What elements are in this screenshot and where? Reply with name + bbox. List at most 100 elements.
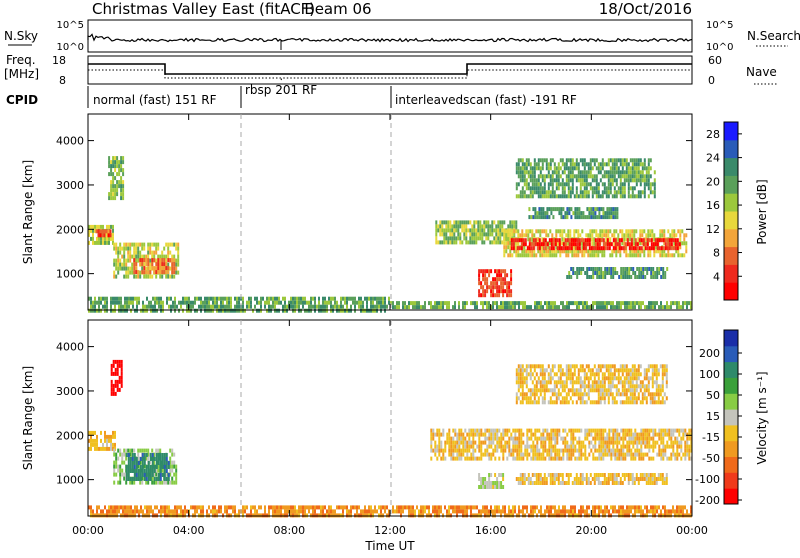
nsearch-label: N.Search <box>747 29 800 43</box>
nsky-label: N.Sky <box>4 29 38 43</box>
power-colorbar-swatch-0 <box>724 282 738 300</box>
velocity-heatmap <box>88 360 692 518</box>
freq-tick-bottom: 8 <box>59 74 66 87</box>
nave-trace <box>88 70 692 80</box>
nave-tick-bottom: 0 <box>708 74 715 87</box>
velocity-colorbar-swatch-6 <box>724 393 738 409</box>
freq-tick-top: 18 <box>52 54 66 67</box>
x-tick-3: 12:00 <box>374 524 406 537</box>
velocity-colorbar-swatch-5 <box>724 409 738 425</box>
velocity-colorbar-tick-5: -50 <box>702 452 720 465</box>
velocity-colorbar-swatch-2 <box>724 457 738 473</box>
velocity-colorbar-tick-6: -100 <box>695 473 720 486</box>
velocity-colorbar-tick-2: 50 <box>706 389 720 402</box>
x-tick-1: 04:00 <box>173 524 205 537</box>
nave-tick-top: 60 <box>708 54 722 67</box>
heatmap-region-6 <box>430 429 692 461</box>
velocity-colorbar-tick-0: 200 <box>699 347 720 360</box>
velocity-y-tick-2000: 2000 <box>56 429 84 442</box>
cpid-row: CPID normal (fast) 151 RF rbsp 201 RF in… <box>6 83 577 108</box>
nsky-panel: N.Sky 10^5 10^0 10^5 10^0 N.Search <box>4 20 800 53</box>
heatmap-region-14 <box>566 267 668 279</box>
power-y-tick-1000: 1000 <box>56 268 84 281</box>
heatmap-region-2 <box>111 360 123 396</box>
chart-title: Christmas Valley East (fitACF) <box>92 0 315 18</box>
power-y-tick-4000: 4000 <box>56 135 84 148</box>
power-colorbar-swatch-8 <box>724 140 738 158</box>
power-panel: 1000 2000 3000 4000 Slant Range [km] <box>21 114 692 313</box>
power-colorbar-tick-1: 8 <box>713 247 720 260</box>
velocity-colorbar-swatch-0 <box>724 488 738 504</box>
velocity-colorbar-swatch-4 <box>724 425 738 441</box>
velocity-colorbar-tick-1: 100 <box>699 368 720 381</box>
x-tick-2: 08:00 <box>273 524 305 537</box>
power-colorbar-swatch-3 <box>724 229 738 247</box>
velocity-colorbar-swatch-3 <box>724 441 738 457</box>
heatmap-region-3 <box>108 156 124 200</box>
velocity-panel: 1000 2000 3000 4000 Slant Range [km] <box>21 320 692 517</box>
freq-panel: Freq. [MHz] 18 8 60 0 Nave <box>4 53 778 87</box>
x-tick-0: 00:00 <box>72 524 104 537</box>
heatmap-region-13 <box>528 207 618 219</box>
heatmap-region-8 <box>516 364 668 404</box>
heatmap-region-12 <box>516 158 656 198</box>
velocity-colorbar-tick-3: 15 <box>706 410 720 423</box>
heatmap-region-7 <box>478 473 504 489</box>
cpid-segment-interleaved: interleavedscan (fast) -191 RF <box>395 93 577 107</box>
velocity-colorbar-label: Velocity [m s⁻¹] <box>755 371 769 464</box>
power-colorbar-label: Power [dB] <box>755 179 769 244</box>
date-label: 18/Oct/2016 <box>599 0 692 18</box>
x-tick-6: 00:00 <box>676 524 708 537</box>
power-y-tick-3000: 3000 <box>56 179 84 192</box>
velocity-colorbar-tick-7: -200 <box>695 494 720 507</box>
x-tick-5: 20:00 <box>575 524 607 537</box>
power-colorbar-swatch-4 <box>724 211 738 229</box>
nsky-trace <box>88 34 692 41</box>
power-colorbar-tick-6: 28 <box>706 128 720 141</box>
freq-label: Freq. <box>6 53 36 67</box>
power-colorbar: 4 8 12 16 20 24 28 <box>706 122 742 301</box>
velocity-colorbar-tick-4: -15 <box>702 431 720 444</box>
velocity-colorbar-swatch-8 <box>724 362 738 378</box>
power-colorbar-tick-2: 12 <box>706 223 720 236</box>
velocity-colorbar-swatch-9 <box>724 346 738 362</box>
heatmap-region-7 <box>390 301 692 309</box>
cpid-segment-normal: normal (fast) 151 RF <box>93 93 217 107</box>
heatmap-region-9 <box>516 473 668 485</box>
x-axis-label: Time UT <box>364 539 415 553</box>
nsky-tick-top: 10^5 <box>57 20 84 31</box>
power-colorbar-swatch-9 <box>724 122 738 140</box>
velocity-y-tick-4000: 4000 <box>56 341 84 354</box>
power-y-axis-label: Slant Range [km] <box>21 160 35 264</box>
power-colorbar-tick-0: 4 <box>713 270 720 283</box>
nave-label: Nave <box>746 65 777 79</box>
power-colorbar-swatch-2 <box>724 247 738 265</box>
cpid-label: CPID <box>6 93 38 107</box>
heatmap-region-1 <box>88 431 116 451</box>
x-tick-4: 16:00 <box>475 524 507 537</box>
cpid-segment-rbsp: rbsp 201 RF <box>245 83 317 97</box>
power-colorbar-swatch-5 <box>724 193 738 211</box>
velocity-colorbar: 200 100 50 15 -15 -50 -100 -200 <box>695 330 742 507</box>
velocity-y-tick-3000: 3000 <box>56 385 84 398</box>
velocity-y-axis-label: Slant Range [km] <box>21 366 35 470</box>
power-heatmap <box>88 156 692 313</box>
nsky-tick-bottom: 10^0 <box>57 42 84 53</box>
power-colorbar-swatch-1 <box>724 264 738 282</box>
power-colorbar-swatch-7 <box>724 158 738 176</box>
power-colorbar-tick-5: 24 <box>706 152 720 165</box>
heatmap-region-2 <box>96 229 112 237</box>
velocity-y-tick-1000: 1000 <box>56 474 84 487</box>
heatmap-region-9 <box>478 269 512 297</box>
freq-unit-label: [MHz] <box>4 67 39 81</box>
nsearch-tick-top: 10^5 <box>706 20 733 31</box>
freq-trace <box>88 64 692 74</box>
power-y-tick-2000: 2000 <box>56 223 84 236</box>
velocity-colorbar-swatch-7 <box>724 378 738 394</box>
velocity-colorbar-swatch-1 <box>724 472 738 488</box>
power-colorbar-tick-4: 20 <box>706 175 720 188</box>
power-colorbar-tick-3: 16 <box>706 199 720 212</box>
velocity-colorbar-swatch-10 <box>724 330 738 346</box>
nsearch-tick-bottom: 10^0 <box>706 42 733 53</box>
